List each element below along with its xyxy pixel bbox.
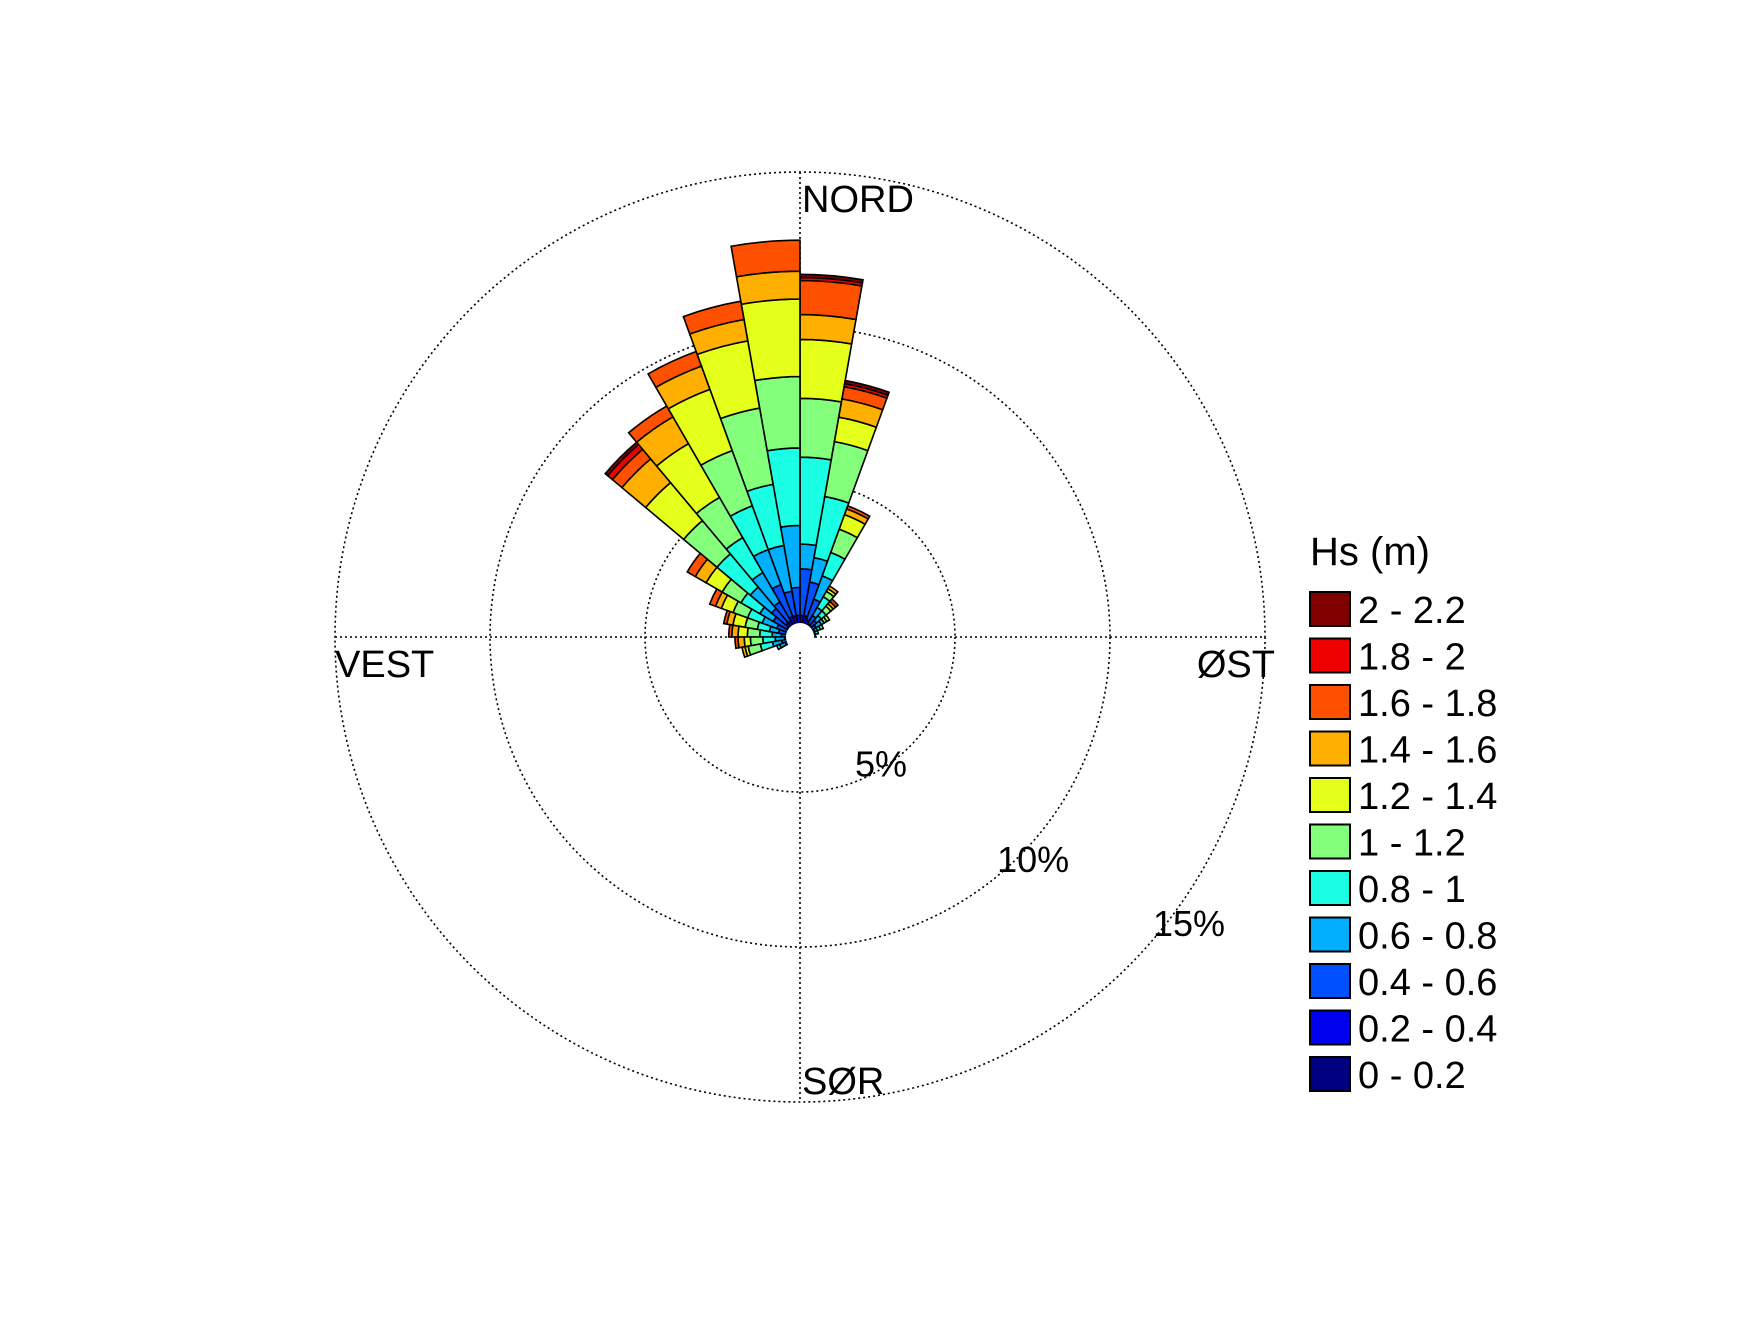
rose-segment-dir55-bin6 [822,613,831,623]
rose-segment-dir35-bin7 [826,584,839,596]
legend-label-7: 0.6 - 0.8 [1358,916,1497,958]
rose-segment-dir15-bin10 [843,379,891,397]
compass-east-label: ØST [1197,644,1275,686]
compass-west-label: VEST [335,644,434,686]
legend: Hs (m) 2 - 2.21.8 - 21.6 - 1.81.4 - 1.61… [1309,530,1497,1097]
legend-title: Hs (m) [1310,530,1430,574]
rose-segment-dir5-bin8 [799,279,863,321]
legend-swatch-8 [1309,963,1351,999]
rose-segment-dir275-bin6 [737,625,750,638]
rose-segment-dir355-bin7 [735,270,801,306]
rose-segment-dir355-bin8 [730,239,801,278]
rose-segment-dir65-bin5 [817,623,825,631]
ring-label-15: 15% [1153,903,1225,944]
center-hub [786,623,814,651]
rose-segment-dir25-bin8 [845,504,871,520]
center-hole [786,623,814,651]
rose-segment-dir275-bin8 [727,623,734,638]
rose-segment-dir45-bin8 [828,597,840,609]
legend-items: 2 - 2.2 1.8 - 21.6 - 1.8 1.4 - 1.61.2 - 1.… [1309,590,1497,1097]
rose-segment-dir275-bin4 [758,629,774,638]
ring-label-10: 10% [997,839,1069,880]
rose-segment-dir5-bin10 [799,273,864,284]
legend-swatch-6 [1309,870,1351,906]
legend-label-9: 0.2 - 0.4 [1358,1009,1497,1051]
legend-swatch-1 [1309,637,1351,674]
legend-swatch-4 [1309,777,1351,813]
rose-segment-dir5-bin7 [799,313,857,345]
legend-label-0: 2 - 2.2 [1358,590,1466,632]
legend-swatch-2 [1309,684,1351,720]
legend-swatch-10 [1309,1056,1351,1092]
rose-segment-dir255-bin7 [741,645,749,659]
legend-swatch-3 [1309,730,1351,767]
compass-south-label: SØR [802,1061,884,1103]
ring-label-5: 5% [855,744,907,785]
rose-segment-dir295-bin8 [708,587,724,608]
axis-labels: NORD ØST SØR VEST 5% 10% 15% [335,179,1275,1103]
legend-label-6: 0.8 - 1 [1358,869,1466,911]
rose-bars [604,239,891,659]
rose-segment-dir315-bin10 [604,441,640,477]
rose-segment-dir305-bin8 [686,552,709,578]
rose-segment-dir245-bin4 [775,643,783,651]
legend-swatch-9 [1309,1009,1351,1046]
legend-swatch-7 [1309,916,1351,953]
rose-segment-dir75-bin4 [813,629,820,636]
rose-segment-dir335-bin8 [647,350,703,389]
rose-segment-dir285-bin8 [722,609,732,626]
legend-label-3: 1.4 - 1.6 [1358,730,1497,772]
legend-label-10: 0 - 0.2 [1358,1055,1466,1097]
rose-segment-dir275-bin5 [746,626,762,638]
compass-north-label: NORD [802,179,914,221]
rose-segment-dir345-bin8 [682,300,745,336]
rose-segment-dir325-bin8 [627,405,674,444]
rose-segment-dir265-bin8 [734,636,740,650]
legend-label-5: 1 - 1.2 [1358,823,1466,865]
legend-label-4: 1.2 - 1.4 [1358,776,1497,818]
legend-label-2: 1.6 - 1.8 [1358,683,1497,725]
legend-label-8: 0.4 - 0.6 [1358,962,1497,1004]
legend-swatch-5 [1309,823,1351,860]
legend-label-1: 1.8 - 2 [1358,637,1466,679]
legend-swatch-0 [1309,591,1351,627]
